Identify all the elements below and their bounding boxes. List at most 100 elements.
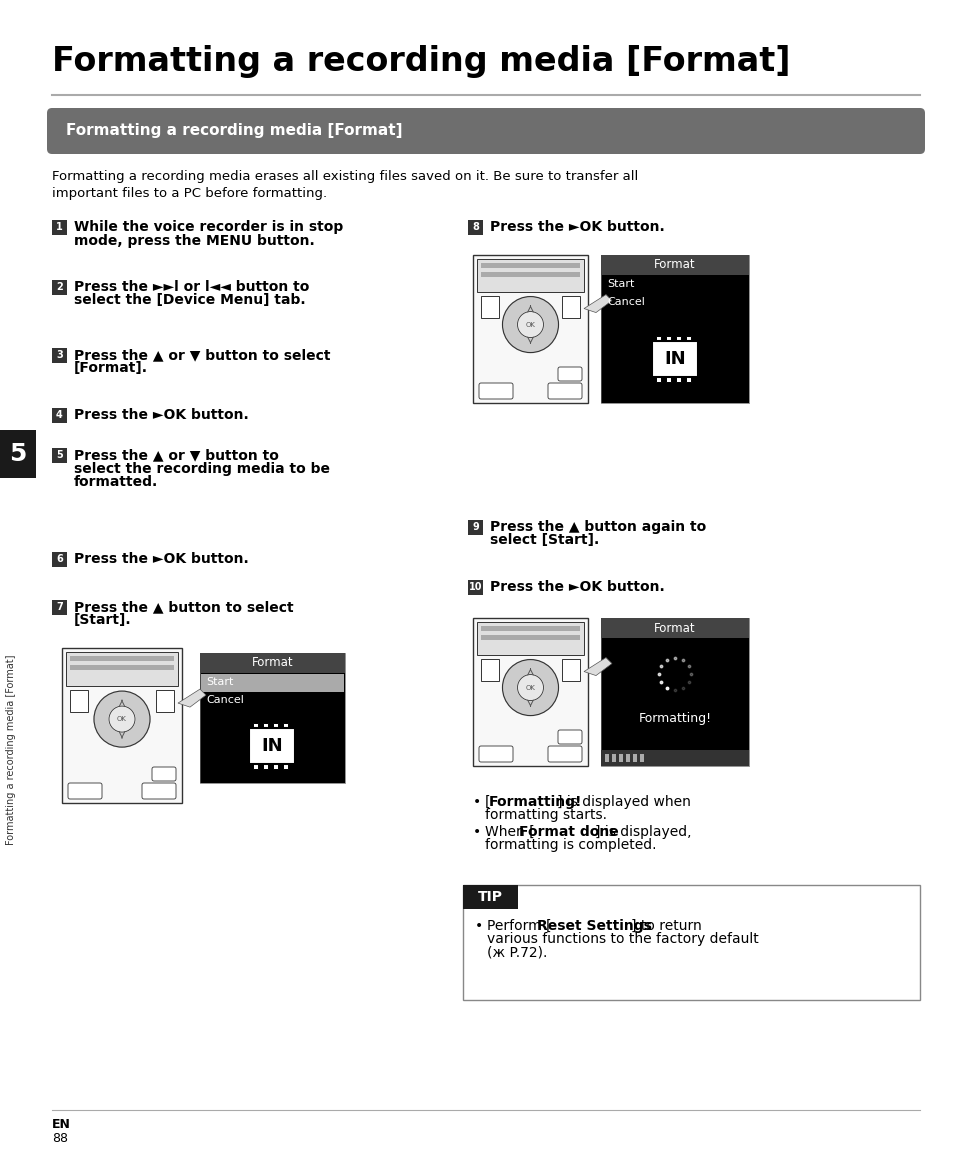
Bar — [462, 885, 919, 1001]
FancyBboxPatch shape — [142, 783, 175, 799]
Text: Press the ▲ or ▼ button to select: Press the ▲ or ▼ button to select — [74, 349, 330, 362]
Polygon shape — [583, 294, 612, 313]
Text: 1: 1 — [56, 222, 63, 233]
Text: IN: IN — [261, 738, 283, 755]
Text: Cancel: Cancel — [206, 695, 244, 705]
Bar — [480, 263, 579, 267]
Text: formatting is completed.: formatting is completed. — [484, 838, 656, 852]
Bar — [52, 408, 67, 423]
Bar — [250, 728, 295, 764]
Bar — [66, 652, 178, 686]
Bar — [52, 349, 67, 362]
Bar — [473, 618, 587, 765]
Circle shape — [517, 312, 543, 338]
Text: Press the ►OK button.: Press the ►OK button. — [490, 220, 664, 234]
Bar — [468, 220, 482, 235]
Bar — [200, 653, 345, 783]
Text: ] is displayed,: ] is displayed, — [595, 824, 691, 840]
Bar — [600, 255, 748, 403]
Text: Formatting a recording media [Format]: Formatting a recording media [Format] — [6, 654, 16, 845]
Bar — [600, 618, 748, 765]
FancyBboxPatch shape — [68, 783, 102, 799]
Text: Format: Format — [654, 258, 695, 271]
Text: TIP: TIP — [477, 891, 502, 904]
Text: Press the ▲ button again to: Press the ▲ button again to — [490, 520, 705, 534]
Text: 10: 10 — [468, 582, 482, 593]
Text: Press the ▲ or ▼ button to: Press the ▲ or ▼ button to — [74, 448, 278, 462]
Bar — [480, 272, 579, 277]
Bar — [0, 430, 36, 478]
Bar — [70, 690, 88, 712]
Bar — [685, 336, 690, 340]
FancyBboxPatch shape — [152, 767, 175, 780]
Text: Format: Format — [654, 622, 695, 635]
Text: OK: OK — [117, 716, 127, 723]
Bar — [253, 764, 258, 769]
Text: Perform [: Perform [ — [486, 919, 551, 933]
Text: When [: When [ — [484, 824, 534, 840]
Text: Press the ►►l or l◄◄ button to: Press the ►►l or l◄◄ button to — [74, 280, 309, 294]
Bar — [665, 376, 670, 382]
Text: mode, press the MENU button.: mode, press the MENU button. — [74, 234, 314, 248]
Bar — [62, 648, 182, 802]
Text: 9: 9 — [472, 522, 478, 533]
Bar — [656, 336, 660, 340]
Bar — [600, 255, 748, 403]
Text: ] is displayed when: ] is displayed when — [557, 796, 690, 809]
Bar — [70, 655, 173, 661]
Text: [Format].: [Format]. — [74, 361, 148, 375]
Text: While the voice recorder is in stop: While the voice recorder is in stop — [74, 220, 343, 234]
Text: Start: Start — [606, 279, 634, 290]
Text: Press the ►OK button.: Press the ►OK button. — [490, 580, 664, 594]
Text: •: • — [473, 824, 480, 840]
Bar — [263, 724, 268, 728]
Text: 5: 5 — [10, 442, 27, 466]
Bar — [600, 750, 748, 765]
Text: 3: 3 — [56, 351, 63, 360]
Bar — [676, 376, 680, 382]
Text: OK: OK — [525, 684, 535, 690]
Text: Formatting a recording media [Format]: Formatting a recording media [Format] — [66, 124, 402, 139]
Circle shape — [502, 660, 558, 716]
Text: 7: 7 — [56, 602, 63, 613]
Bar — [70, 665, 173, 670]
FancyBboxPatch shape — [47, 108, 924, 154]
Bar — [250, 728, 295, 764]
Bar — [52, 280, 67, 295]
Polygon shape — [178, 689, 206, 708]
Bar — [263, 764, 268, 769]
Text: various functions to the factory default: various functions to the factory default — [486, 932, 758, 946]
Bar — [468, 580, 482, 595]
Circle shape — [109, 706, 135, 732]
Text: select the recording media to be: select the recording media to be — [74, 462, 330, 476]
Bar — [651, 340, 698, 376]
Bar — [480, 295, 498, 317]
FancyBboxPatch shape — [478, 746, 513, 762]
Bar — [633, 754, 637, 762]
FancyBboxPatch shape — [547, 383, 581, 400]
Text: 8: 8 — [472, 222, 478, 233]
Text: Format done: Format done — [518, 824, 618, 840]
Bar — [200, 653, 345, 783]
Bar — [656, 376, 660, 382]
Text: 4: 4 — [56, 410, 63, 420]
Bar — [462, 885, 517, 909]
Text: Cancel: Cancel — [606, 296, 644, 307]
Text: select the [Device Menu] tab.: select the [Device Menu] tab. — [74, 293, 305, 308]
Text: Press the ▲ button to select: Press the ▲ button to select — [74, 600, 294, 614]
Text: ] to return: ] to return — [630, 919, 701, 933]
Polygon shape — [583, 658, 612, 675]
Text: Press the ►OK button.: Press the ►OK button. — [74, 408, 249, 422]
Bar — [480, 659, 498, 681]
Bar — [52, 600, 67, 615]
Bar — [200, 653, 345, 673]
Text: [Start].: [Start]. — [74, 614, 132, 628]
Bar — [685, 376, 690, 382]
Bar — [600, 255, 748, 274]
Bar — [468, 520, 482, 535]
Text: •: • — [475, 919, 483, 933]
Text: formatting starts.: formatting starts. — [484, 808, 606, 822]
Bar — [476, 259, 583, 292]
Bar — [600, 618, 748, 638]
Text: OK: OK — [525, 322, 535, 328]
